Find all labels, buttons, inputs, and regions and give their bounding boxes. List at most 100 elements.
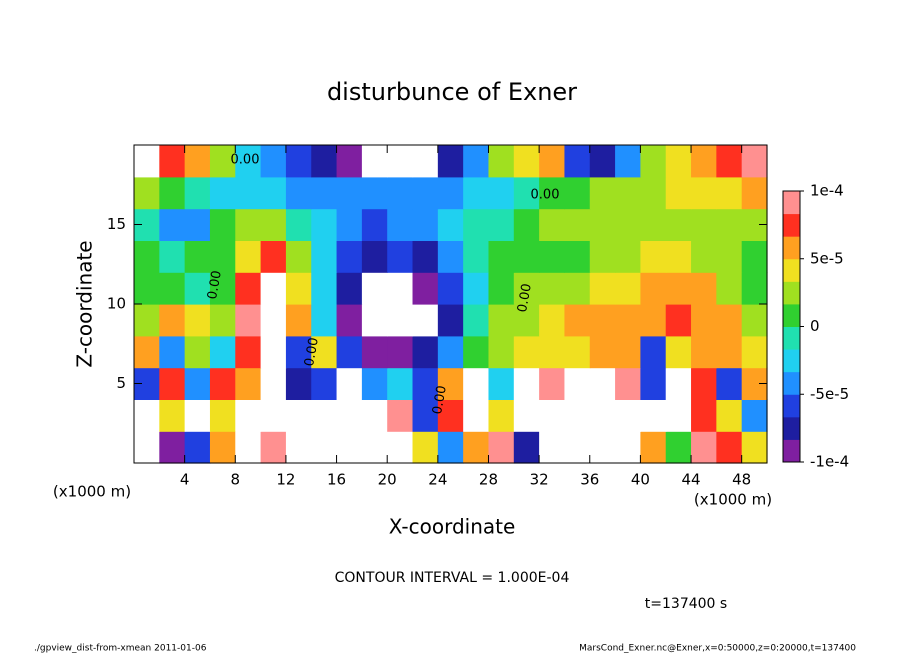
cell [513, 304, 540, 337]
cell [513, 272, 540, 305]
cell [640, 272, 667, 305]
cell [716, 145, 743, 178]
cell [463, 304, 490, 337]
cell [235, 431, 262, 464]
cell [665, 208, 692, 241]
colorbar-swatch [783, 326, 800, 350]
cell [134, 240, 160, 273]
cell [437, 431, 464, 464]
cell [159, 272, 186, 305]
cell [716, 304, 743, 337]
cell [285, 176, 312, 210]
cell [159, 208, 186, 241]
cell [589, 335, 616, 369]
cell [209, 399, 236, 432]
cell [336, 208, 363, 241]
colorbar-swatch [783, 416, 800, 440]
cell [488, 208, 515, 241]
cell [336, 145, 363, 178]
y-tick-label: 5 [116, 374, 126, 392]
cell [336, 176, 363, 210]
cell [260, 335, 287, 369]
cell [564, 145, 591, 178]
z-unit: (x1000 m) [53, 483, 131, 501]
colorbar-swatch [783, 439, 800, 463]
cell [589, 304, 616, 337]
cell [361, 399, 388, 432]
cell [285, 145, 312, 178]
cell [209, 335, 236, 369]
contour-label: 0.00 [231, 153, 260, 168]
cell [387, 304, 414, 337]
cell [285, 399, 312, 432]
cell [488, 335, 515, 369]
cell [260, 176, 287, 210]
cell [285, 240, 312, 273]
cell [741, 240, 768, 273]
cell [412, 431, 439, 464]
cell [640, 367, 667, 400]
cell [209, 145, 236, 178]
colorbar-tick-label: 0 [810, 317, 820, 335]
cell [387, 145, 414, 178]
cell [539, 431, 566, 464]
cell [387, 208, 414, 241]
cell [437, 399, 464, 432]
cell [589, 367, 616, 400]
x-tick-label: 20 [378, 471, 397, 489]
cell [716, 335, 743, 369]
cell [513, 145, 540, 178]
cell [134, 272, 160, 305]
cell [311, 399, 338, 432]
cell [134, 335, 160, 369]
cell [184, 367, 211, 400]
x-unit: (x1000 m) [694, 491, 772, 509]
cell [134, 145, 160, 178]
cell [589, 431, 616, 464]
cell [311, 240, 338, 273]
cell [513, 176, 540, 210]
cell [336, 335, 363, 369]
y-tick-label: 10 [107, 295, 126, 313]
cell [665, 145, 692, 178]
cell [437, 208, 464, 241]
cell [741, 431, 768, 464]
cell [539, 399, 566, 432]
cell [640, 145, 667, 178]
cell [615, 176, 641, 210]
cell [741, 176, 768, 210]
x-tick-label: 44 [681, 471, 700, 489]
cell [640, 208, 667, 241]
x-tick-label: 48 [732, 471, 751, 489]
cell [437, 145, 464, 178]
colorbar-tick-label: 5e-5 [810, 249, 844, 267]
colorbar-tick-label: 1e-4 [810, 182, 844, 200]
footer-right: MarsCond_Exner.nc@Exner,x=0:50000,z=0:20… [579, 644, 856, 654]
cell [488, 431, 515, 464]
x-tick-label: 32 [530, 471, 549, 489]
cell [387, 240, 414, 273]
cell [463, 272, 490, 305]
cell [716, 176, 743, 210]
cell [412, 367, 439, 400]
cell [412, 208, 439, 241]
cell [235, 335, 262, 369]
y-axis-label: Z-coordinate [73, 240, 97, 367]
cell [387, 431, 414, 464]
cell [488, 176, 515, 210]
cell [640, 304, 667, 337]
cell [716, 367, 743, 400]
cell [665, 240, 692, 273]
contour-label: 0.00 [430, 384, 450, 415]
footer-left: ./gpview_dist-from-xmean 2011-01-06 [34, 644, 207, 654]
cell [615, 335, 641, 369]
cell [235, 367, 262, 400]
cell [716, 399, 743, 432]
x-tick-label: 28 [479, 471, 498, 489]
cell [691, 399, 717, 432]
cell [260, 367, 287, 400]
cell [311, 367, 338, 400]
cell [134, 304, 160, 337]
cell [437, 335, 464, 369]
